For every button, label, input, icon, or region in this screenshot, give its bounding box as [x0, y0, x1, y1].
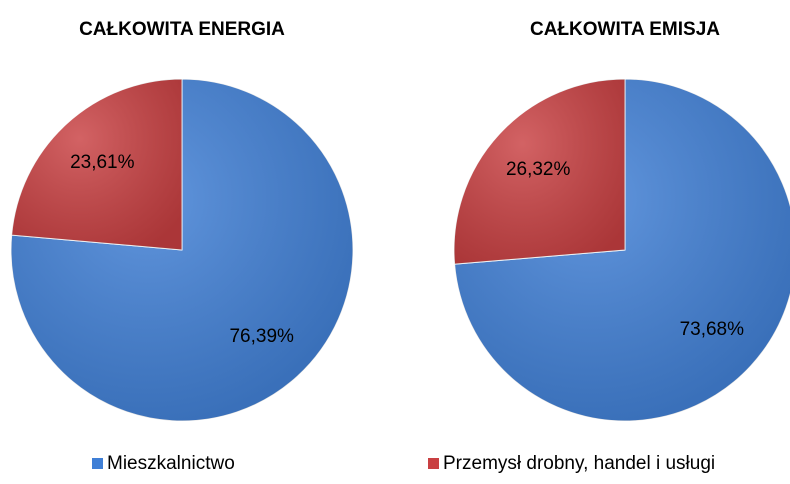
legend-label: Mieszkalnictwo	[107, 453, 235, 474]
legend-label: Przemysł drobny, handel i usługi	[443, 453, 715, 474]
data-label: 73,68%	[680, 319, 745, 340]
data-label: 26,32%	[506, 159, 571, 180]
data-label: 23,61%	[70, 152, 135, 173]
legend-swatch	[428, 458, 439, 469]
legend-swatch	[92, 458, 103, 469]
chart-title: CAŁKOWITA EMISJA	[530, 19, 720, 40]
chart-title: CAŁKOWITA ENERGIA	[79, 19, 285, 40]
data-label: 76,39%	[229, 326, 294, 347]
